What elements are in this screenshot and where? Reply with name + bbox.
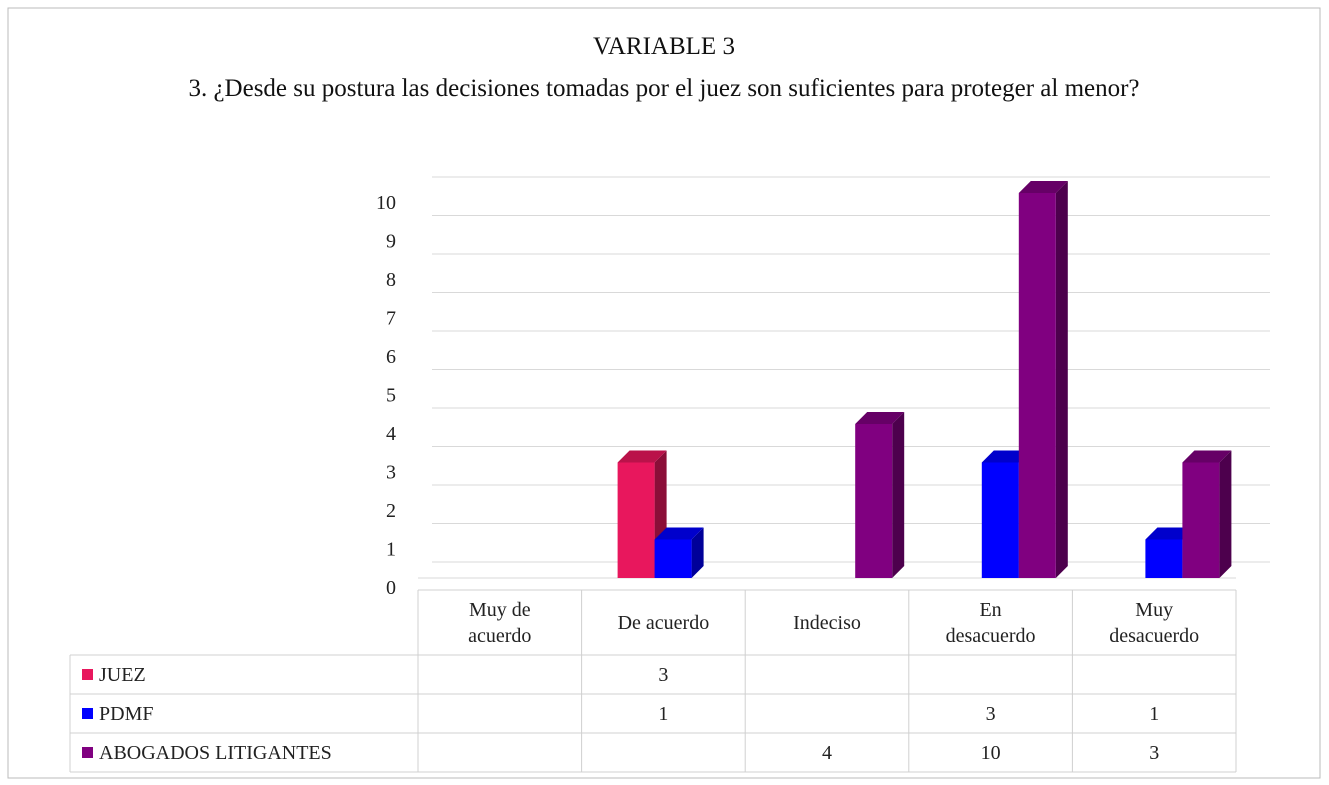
x-tick-label: De acuerdo xyxy=(617,611,710,634)
table-value: 3 xyxy=(1149,741,1160,764)
legend-label: ABOGADOS LITIGANTES xyxy=(99,741,332,764)
legend-key xyxy=(82,669,93,680)
bar-top xyxy=(1018,181,1068,193)
y-tick-label: 8 xyxy=(386,269,396,291)
y-tick-label: 3 xyxy=(386,462,396,484)
bar xyxy=(855,424,893,578)
y-tick-label: 10 xyxy=(376,192,396,214)
legend-entry: PDMF xyxy=(70,694,418,733)
x-tick-label: En desacuerdo xyxy=(945,598,1036,647)
table-value: 4 xyxy=(821,741,832,764)
legend-entry: ABOGADOS LITIGANTES xyxy=(70,733,418,772)
bar-top xyxy=(855,412,905,424)
legend-key xyxy=(82,708,93,719)
bar-top xyxy=(654,527,704,540)
y-tick-label: 1 xyxy=(386,539,396,561)
bar-side xyxy=(892,412,905,578)
table-value: 10 xyxy=(980,741,1001,764)
bar xyxy=(981,462,1019,578)
legend-key xyxy=(82,747,93,758)
bar xyxy=(1018,193,1056,578)
chart-title: VARIABLE 3 xyxy=(593,33,735,60)
chart-border xyxy=(7,7,1321,779)
bar-side xyxy=(691,527,704,578)
bar-top xyxy=(981,450,1031,463)
y-tick-label: 7 xyxy=(386,308,396,330)
y-tick-label: 0 xyxy=(386,577,396,599)
bar xyxy=(1182,462,1220,578)
table-value: 1 xyxy=(1149,702,1160,725)
y-tick-label: 2 xyxy=(386,500,396,522)
bar-side xyxy=(1219,450,1232,578)
x-tick-label: Muy de acuerdo xyxy=(468,598,532,647)
table-value: 3 xyxy=(658,663,669,686)
bar xyxy=(1145,539,1183,578)
x-tick-label: Muy desacuerdo xyxy=(1109,598,1200,647)
y-tick-label: 6 xyxy=(386,346,396,368)
x-tick-label: Indeciso xyxy=(793,611,861,634)
table-value: 1 xyxy=(658,702,669,725)
bar xyxy=(654,539,692,578)
y-tick-label: 9 xyxy=(386,231,396,253)
bar-side xyxy=(1055,181,1068,578)
table-value: 3 xyxy=(985,702,996,725)
bar-top xyxy=(617,450,667,463)
legend-label: PDMF xyxy=(99,702,154,725)
chart-subtitle: 3. ¿Desde su postura las decisiones toma… xyxy=(188,75,1140,102)
bar-top xyxy=(1145,527,1195,540)
legend-entry: JUEZ xyxy=(70,655,418,694)
legend-label: JUEZ xyxy=(99,663,146,686)
y-tick-label: 5 xyxy=(386,385,396,407)
bar-top xyxy=(1182,450,1232,463)
bar xyxy=(617,462,655,578)
y-tick-label: 4 xyxy=(386,423,396,445)
